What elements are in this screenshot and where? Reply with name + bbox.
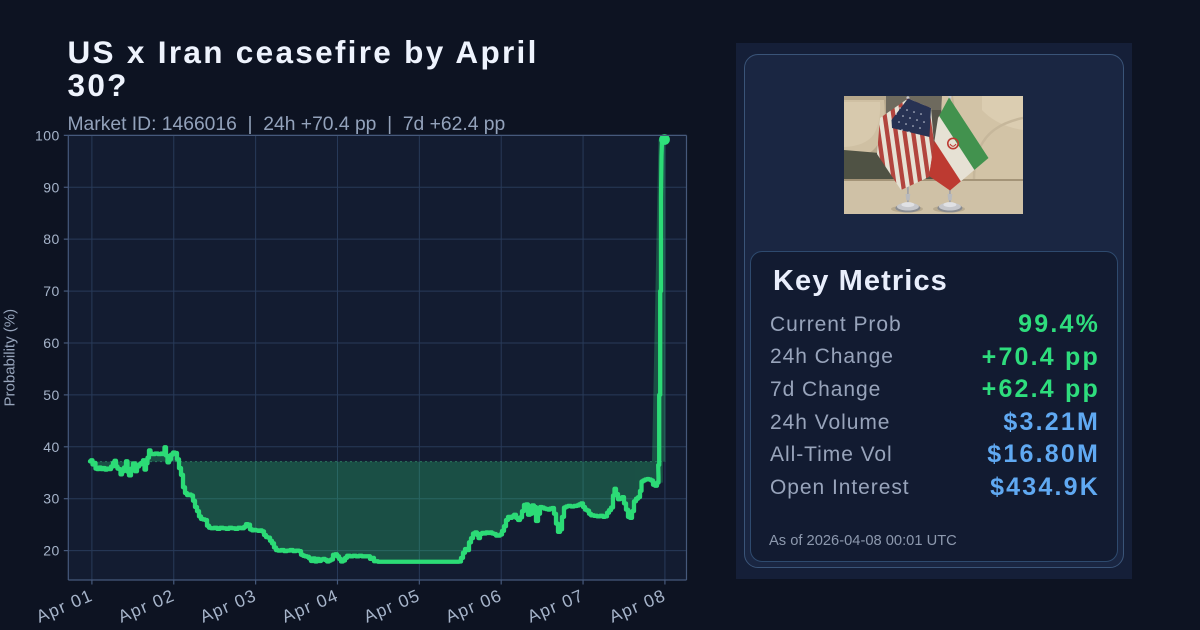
svg-text:50: 50 <box>43 387 60 403</box>
svg-text:Apr 05: Apr 05 <box>361 585 424 627</box>
svg-text:90: 90 <box>43 179 60 195</box>
svg-text:Apr 01: Apr 01 <box>33 585 96 627</box>
svg-text:Apr 07: Apr 07 <box>524 585 587 627</box>
svg-text:Apr 04: Apr 04 <box>279 585 342 627</box>
svg-text:Probability (%): Probability (%) <box>2 309 19 407</box>
svg-text:Apr 08: Apr 08 <box>606 585 669 627</box>
svg-text:100: 100 <box>35 127 60 143</box>
svg-text:Apr 06: Apr 06 <box>442 585 505 627</box>
svg-text:70: 70 <box>43 283 60 299</box>
svg-text:30: 30 <box>43 491 60 507</box>
svg-text:80: 80 <box>43 231 60 247</box>
svg-text:60: 60 <box>43 335 60 351</box>
svg-text:Apr 03: Apr 03 <box>197 585 260 627</box>
svg-text:20: 20 <box>43 543 60 559</box>
svg-text:Apr 02: Apr 02 <box>115 585 178 627</box>
svg-text:40: 40 <box>43 439 60 455</box>
